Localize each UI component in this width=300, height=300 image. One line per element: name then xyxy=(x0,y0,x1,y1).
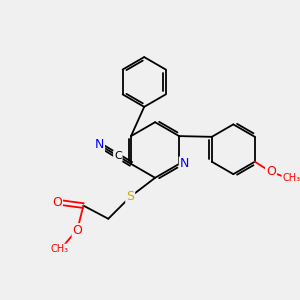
Text: S: S xyxy=(126,190,134,203)
Text: CH₃: CH₃ xyxy=(51,244,69,254)
Text: N: N xyxy=(95,138,104,152)
Text: O: O xyxy=(52,196,62,209)
Text: CH₃: CH₃ xyxy=(282,173,300,183)
Text: C: C xyxy=(114,151,122,161)
Text: O: O xyxy=(73,224,82,237)
Text: N: N xyxy=(180,158,189,170)
Text: O: O xyxy=(266,165,276,178)
